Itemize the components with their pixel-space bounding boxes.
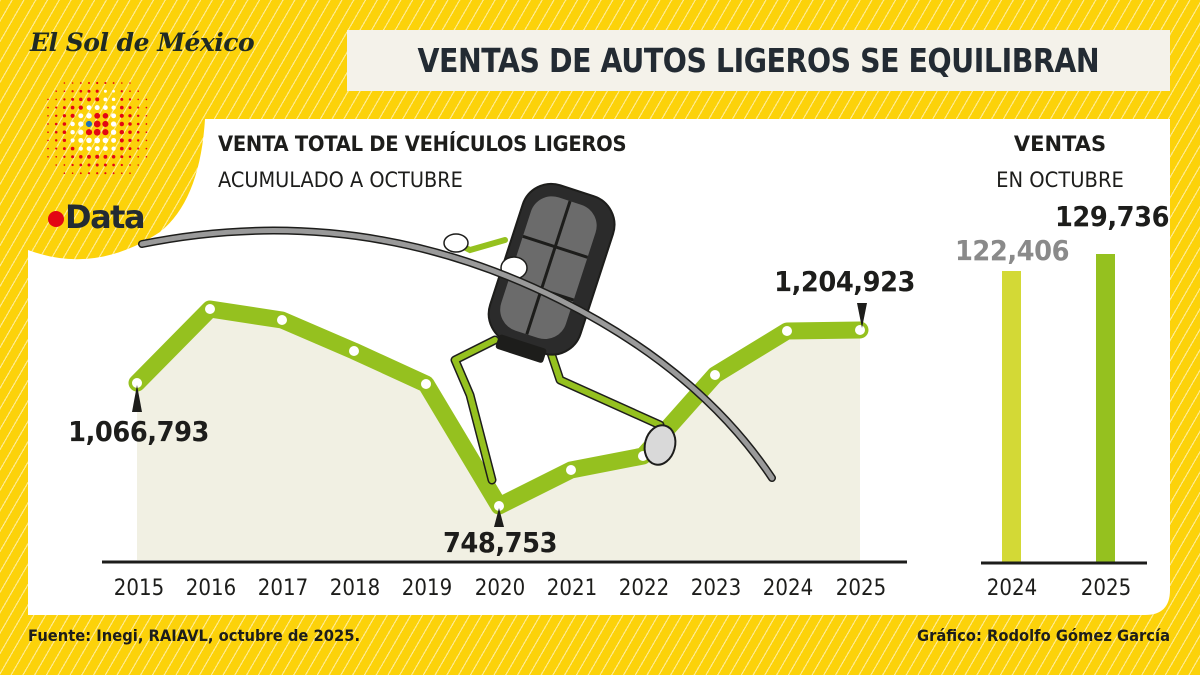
publication-masthead: El Sol de México xyxy=(30,28,255,57)
bar-chart-subtitle: EN OCTUBRE xyxy=(996,168,1124,192)
source-note: Fuente: Inegi, RAIAVL, octubre de 2025. xyxy=(28,626,361,645)
bar-2025-value: 129,736 xyxy=(1054,200,1170,233)
bar-year-label: 2024 xyxy=(986,576,1038,601)
line-chart-fill-area xyxy=(137,309,860,560)
year-label: 2025 xyxy=(835,576,887,601)
data-logo-text: Data xyxy=(65,198,146,236)
label-2020-value: 748,753 xyxy=(442,526,558,559)
year-label: 2021 xyxy=(546,576,598,601)
label-2025-value: 1,204,923 xyxy=(774,265,916,298)
data-dot-matrix-icon xyxy=(47,81,148,175)
graphic-credit: Gráfico: Rodolfo Gómez García xyxy=(916,626,1170,645)
year-label: 2022 xyxy=(618,576,670,601)
headline-banner: VENTAS DE AUTOS LIGEROS SE EQUILIBRAN xyxy=(347,30,1170,91)
pointer-2025-icon xyxy=(857,303,867,328)
red-dot-icon xyxy=(48,211,64,227)
year-label: 2017 xyxy=(257,576,309,601)
line-chart-subtitle: ACUMULADO A OCTUBRE xyxy=(218,168,463,192)
line-points xyxy=(132,304,865,511)
bar-chart-title: VENTAS xyxy=(1013,132,1107,156)
pointer-2020-icon xyxy=(494,508,504,527)
bar-2025 xyxy=(1096,254,1115,563)
year-label: 2015 xyxy=(113,576,165,601)
year-label: 2016 xyxy=(185,576,237,601)
headline: VENTAS DE AUTOS LIGEROS SE EQUILIBRAN xyxy=(417,41,1100,80)
bar-2024 xyxy=(1002,271,1021,563)
bar-2024-value: 122,406 xyxy=(954,234,1070,267)
data-section-logo: Data xyxy=(48,198,146,236)
line-chart-title: VENTA TOTAL DE VEHÍCULOS LIGEROS xyxy=(218,132,627,156)
bar-year-label: 2025 xyxy=(1080,576,1132,601)
year-label: 2020 xyxy=(474,576,526,601)
year-label: 2019 xyxy=(401,576,453,601)
year-label: 2018 xyxy=(329,576,381,601)
key-fob-vaulter-illustration xyxy=(138,182,776,485)
label-2015-value: 1,066,793 xyxy=(68,415,210,448)
year-label: 2024 xyxy=(762,576,814,601)
year-label: 2023 xyxy=(690,576,742,601)
pointer-2015-icon xyxy=(132,385,142,412)
